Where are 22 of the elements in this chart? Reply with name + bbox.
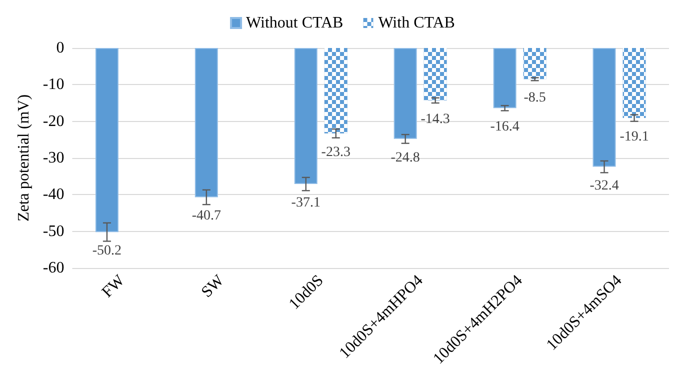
data-label: -23.3 xyxy=(321,144,350,160)
data-label: -32.4 xyxy=(590,178,619,194)
data-label: -14.3 xyxy=(420,112,450,127)
legend-label: Without CTAB xyxy=(246,14,344,32)
y-tick-label: -30 xyxy=(42,150,64,166)
data-label: -8.5 xyxy=(524,90,546,106)
y-axis-title: Zeta potential (mV) xyxy=(16,94,32,222)
data-label: -24.8 xyxy=(390,150,420,166)
data-label: -37.1 xyxy=(291,196,320,211)
y-tick-label: -50 xyxy=(42,222,64,240)
y-tick-label: -60 xyxy=(42,260,64,276)
data-label: -50.2 xyxy=(92,244,122,259)
y-tick-label: -40 xyxy=(42,186,64,204)
data-label: -19.1 xyxy=(620,130,649,145)
data-label: -40.7 xyxy=(192,208,222,224)
y-tick-label: 0 xyxy=(56,40,64,56)
y-tick-label: -20 xyxy=(42,112,64,130)
legend-label: With CTAB xyxy=(378,14,455,32)
y-tick-label: -10 xyxy=(42,76,64,94)
x-tick-label: SW xyxy=(198,271,228,301)
x-tick-label: FW xyxy=(98,271,129,301)
data-label: -16.4 xyxy=(490,120,520,135)
